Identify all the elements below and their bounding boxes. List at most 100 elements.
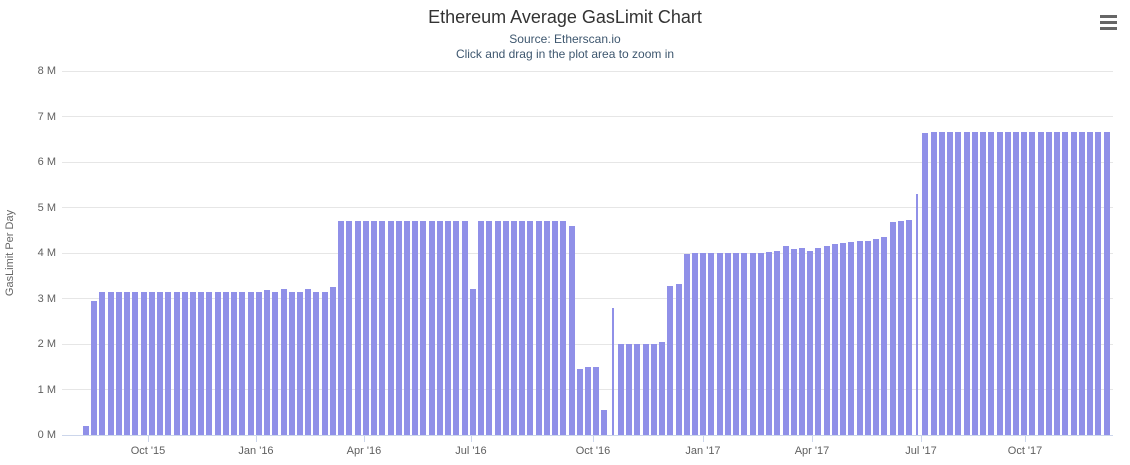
gaslimit-bar[interactable] xyxy=(132,292,139,435)
gaslimit-bar[interactable] xyxy=(428,220,435,435)
gaslimit-bar[interactable] xyxy=(568,225,575,435)
gaslimit-bar[interactable] xyxy=(148,292,155,435)
gaslimit-bar[interactable] xyxy=(165,292,172,435)
gaslimit-bar[interactable] xyxy=(1062,131,1069,435)
gaslimit-bar[interactable] xyxy=(782,245,789,435)
gaslimit-bar[interactable] xyxy=(420,220,427,435)
gaslimit-bar[interactable] xyxy=(1012,131,1019,435)
gaslimit-bar[interactable] xyxy=(313,292,320,435)
plot-area[interactable]: 0 M 1 M 2 M 3 M 4 M 5 M 6 M 7 M 8 M Oct '15 Jan '1… xyxy=(38,65,1113,457)
gaslimit-bar[interactable] xyxy=(329,286,336,435)
gaslimit-bar[interactable] xyxy=(897,221,904,435)
gaslimit-bar[interactable] xyxy=(371,220,378,435)
gaslimit-bar[interactable] xyxy=(107,292,114,435)
gaslimit-bar[interactable] xyxy=(510,220,517,435)
gaslimit-bar[interactable] xyxy=(1037,131,1044,435)
gaslimit-bar[interactable] xyxy=(255,292,262,435)
gaslimit-bar[interactable] xyxy=(864,240,871,435)
gaslimit-bar[interactable] xyxy=(996,131,1003,435)
gaslimit-bar[interactable] xyxy=(593,366,600,435)
gaslimit-bar[interactable] xyxy=(173,292,180,435)
gaslimit-bar[interactable] xyxy=(585,366,592,435)
gaslimit-bar[interactable] xyxy=(124,292,131,435)
gaslimit-bar[interactable] xyxy=(296,292,303,435)
gaslimit-bar[interactable] xyxy=(140,292,147,435)
gaslimit-bar[interactable] xyxy=(938,131,945,435)
gaslimit-bar[interactable] xyxy=(675,283,682,435)
gaslimit-bar[interactable] xyxy=(930,131,937,435)
gaslimit-bar[interactable] xyxy=(881,237,888,435)
gaslimit-bar[interactable] xyxy=(840,243,847,435)
gaslimit-bar[interactable] xyxy=(766,252,773,435)
gaslimit-bar[interactable] xyxy=(799,248,805,435)
gaslimit-bar[interactable] xyxy=(963,131,970,435)
gaslimit-bar[interactable] xyxy=(947,131,954,435)
gaslimit-bar[interactable] xyxy=(1070,131,1077,435)
gaslimit-bar[interactable] xyxy=(1021,131,1028,435)
gaslimit-bar[interactable] xyxy=(403,220,410,435)
gaslimit-bar[interactable] xyxy=(494,220,501,435)
gaslimit-bar[interactable] xyxy=(321,291,328,435)
gaslimit-bar[interactable] xyxy=(692,253,699,435)
gaslimit-bar[interactable] xyxy=(247,292,254,435)
gaslimit-bar[interactable] xyxy=(716,253,723,435)
gaslimit-bar[interactable] xyxy=(757,253,764,435)
gaslimit-bar[interactable] xyxy=(576,369,583,435)
gaslimit-bar[interactable] xyxy=(988,131,995,435)
gaslimit-bar[interactable] xyxy=(1045,131,1052,435)
gaslimit-bar[interactable] xyxy=(560,220,567,435)
gaslimit-bar[interactable] xyxy=(815,247,822,435)
gaslimit-bar[interactable] xyxy=(272,292,279,435)
gaslimit-bar[interactable] xyxy=(683,254,690,435)
gaslimit-bar[interactable] xyxy=(1004,131,1011,435)
gaslimit-bar[interactable] xyxy=(659,341,666,435)
gaslimit-bar[interactable] xyxy=(239,292,246,435)
gaslimit-bar[interactable] xyxy=(83,425,89,435)
gaslimit-bar[interactable] xyxy=(650,344,657,435)
gaslimit-bar[interactable] xyxy=(889,222,896,435)
gaslimit-bar[interactable] xyxy=(519,220,526,435)
gaslimit-bar[interactable] xyxy=(362,220,369,435)
gaslimit-bar[interactable] xyxy=(231,292,238,435)
gaslimit-bar[interactable] xyxy=(823,246,830,435)
gaslimit-bar[interactable] xyxy=(980,131,987,435)
gaslimit-bar[interactable] xyxy=(611,307,614,435)
gaslimit-bar[interactable] xyxy=(848,241,855,435)
gaslimit-bar[interactable] xyxy=(478,220,485,435)
gaslimit-bar[interactable] xyxy=(626,344,633,435)
gaslimit-bar[interactable] xyxy=(552,220,559,435)
gaslimit-bar[interactable] xyxy=(461,220,468,435)
gaslimit-bar[interactable] xyxy=(469,289,476,435)
gaslimit-bar[interactable] xyxy=(527,220,534,435)
gaslimit-bar[interactable] xyxy=(1103,131,1110,435)
gaslimit-bar[interactable] xyxy=(157,292,164,435)
gaslimit-bar[interactable] xyxy=(346,220,353,435)
gaslimit-bar[interactable] xyxy=(91,300,98,435)
gaslimit-bar[interactable] xyxy=(634,344,641,435)
gaslimit-bar[interactable] xyxy=(198,292,205,435)
gaslimit-bar[interactable] xyxy=(1095,131,1102,435)
gaslimit-bar[interactable] xyxy=(807,250,814,435)
gaslimit-bar[interactable] xyxy=(338,220,345,435)
gaslimit-bar[interactable] xyxy=(790,249,797,435)
gaslimit-bar[interactable] xyxy=(445,220,452,435)
gaslimit-bar[interactable] xyxy=(601,409,608,435)
gaslimit-bar[interactable] xyxy=(305,288,312,435)
gaslimit-bar[interactable] xyxy=(206,292,213,435)
gaslimit-bar[interactable] xyxy=(733,253,740,435)
gaslimit-bar[interactable] xyxy=(379,220,386,435)
gaslimit-bar[interactable] xyxy=(856,241,863,435)
gaslimit-bar[interactable] xyxy=(774,250,781,435)
gaslimit-bar[interactable] xyxy=(708,253,715,435)
gaslimit-bar[interactable] xyxy=(642,344,649,435)
gaslimit-bar[interactable] xyxy=(749,253,756,435)
gaslimit-bar[interactable] xyxy=(535,220,542,435)
gaslimit-bar[interactable] xyxy=(971,131,978,435)
gaslimit-bar[interactable] xyxy=(873,239,880,435)
chart-context-menu-button[interactable] xyxy=(1092,10,1124,42)
gaslimit-bar[interactable] xyxy=(181,292,188,435)
gaslimit-bar[interactable] xyxy=(700,253,707,435)
gaslimit-bar[interactable] xyxy=(831,243,838,435)
gaslimit-bar[interactable] xyxy=(667,286,674,435)
gaslimit-bar[interactable] xyxy=(288,292,295,435)
